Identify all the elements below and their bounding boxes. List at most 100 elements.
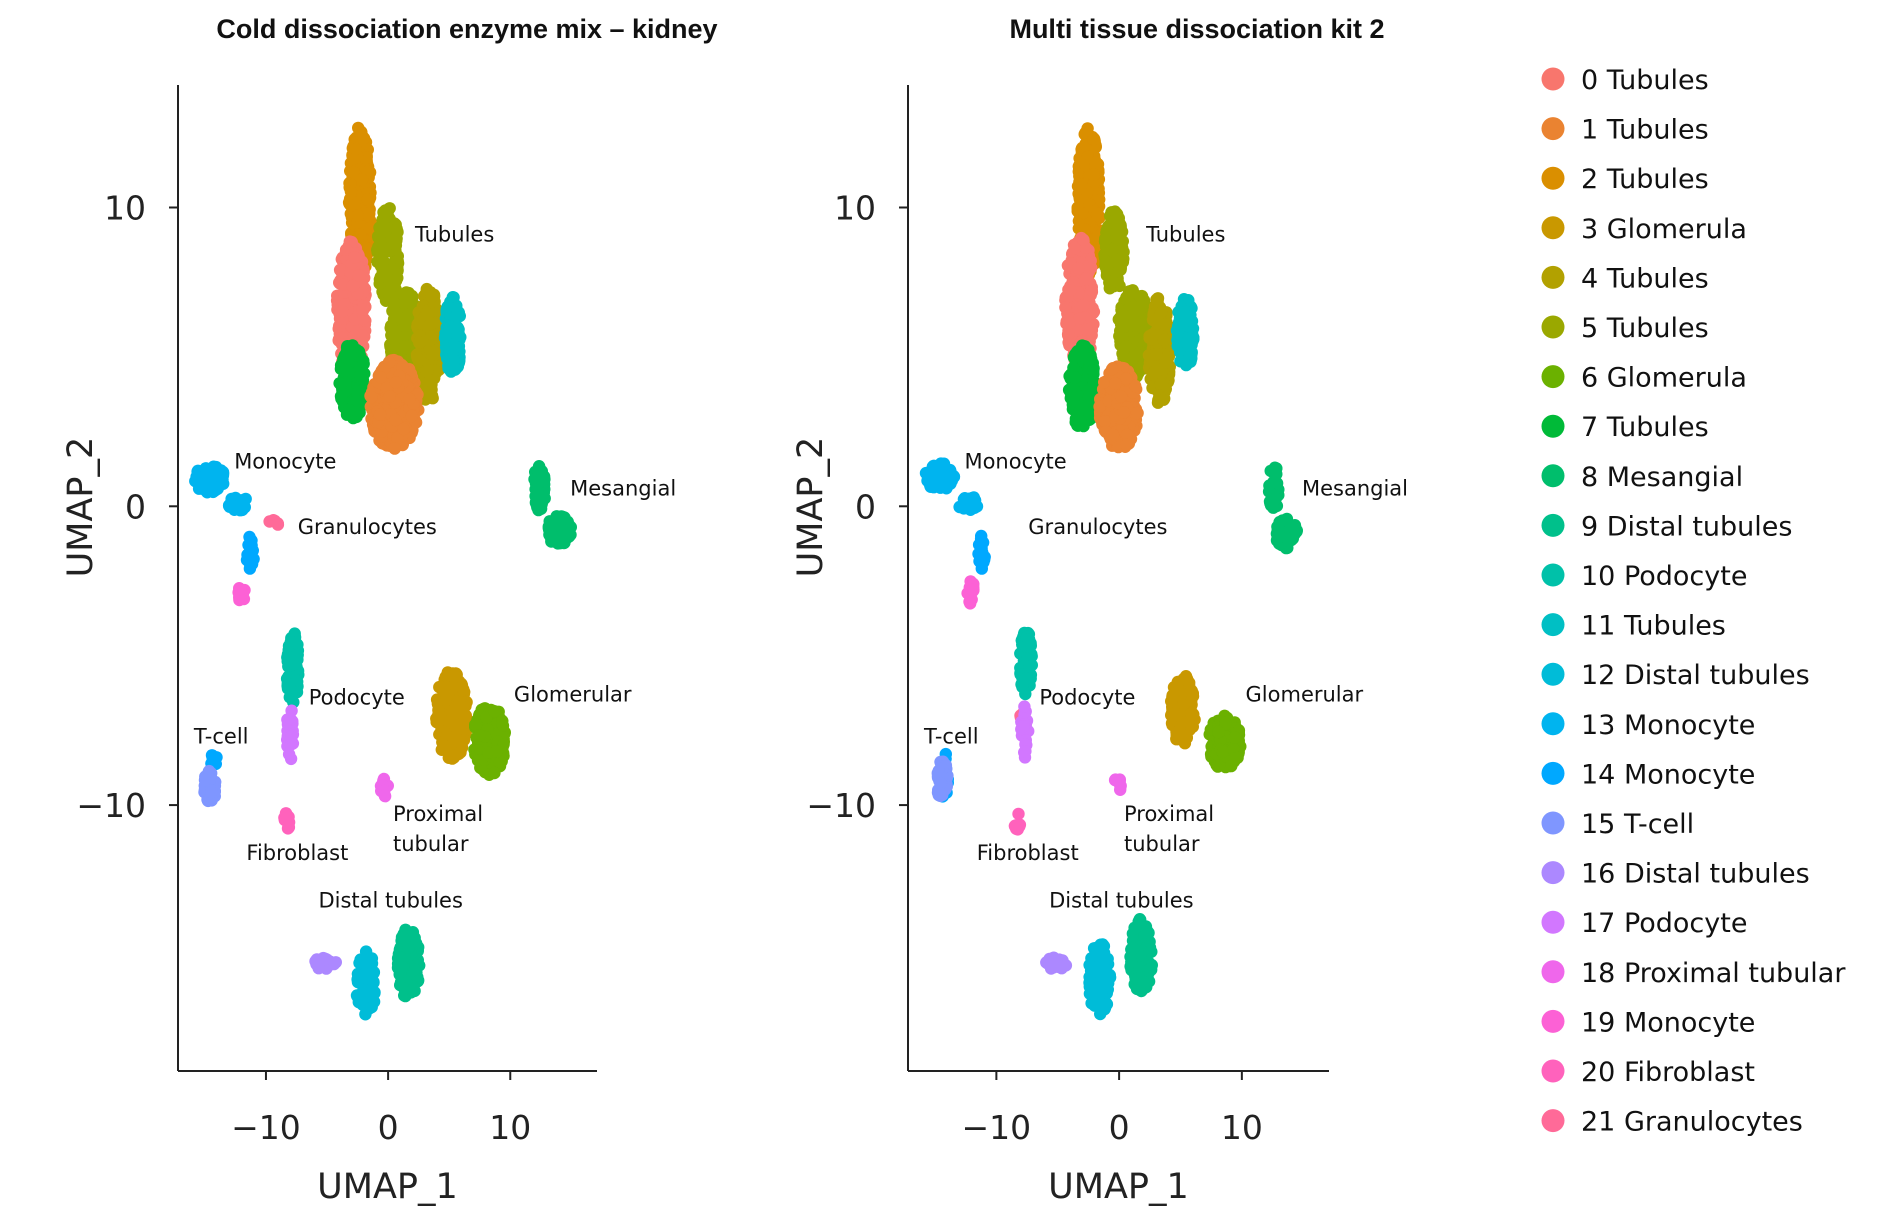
point-cluster-11 — [1180, 358, 1193, 372]
point-cluster-17 — [1019, 745, 1032, 758]
point-cluster-6 — [488, 705, 501, 718]
point-cluster-2 — [351, 209, 364, 222]
point-cluster-4 — [1157, 333, 1171, 347]
point-cluster-19 — [233, 583, 247, 596]
point-cluster-1 — [1098, 415, 1112, 428]
point-cluster-5 — [380, 264, 393, 277]
point-cluster-11 — [451, 305, 464, 318]
point-cluster-1 — [389, 413, 402, 427]
point-cluster-0 — [348, 251, 361, 264]
point-cluster-4 — [1146, 333, 1159, 346]
point-cluster-14 — [241, 549, 254, 563]
point-cluster-5 — [1129, 316, 1143, 329]
point-cluster-4 — [411, 317, 425, 330]
point-cluster-7 — [1083, 407, 1096, 421]
point-cluster-13 — [968, 494, 982, 507]
point-cluster-1 — [365, 390, 378, 404]
point-cluster-8 — [530, 474, 543, 488]
point-cluster-0 — [1077, 233, 1090, 247]
point-cluster-1 — [374, 371, 387, 384]
point-cluster-5 — [395, 312, 408, 325]
point-cluster-5 — [374, 234, 387, 248]
cluster-annotation: Podocyte — [309, 686, 405, 710]
point-cluster-0 — [336, 305, 349, 318]
point-cluster-3 — [432, 703, 445, 717]
point-cluster-2 — [357, 132, 371, 145]
point-cluster-0 — [1064, 284, 1077, 297]
point-cluster-1 — [1114, 390, 1128, 403]
point-cluster-5 — [1099, 233, 1113, 246]
point-cluster-11 — [449, 340, 462, 354]
point-cluster-14 — [206, 754, 220, 767]
point-cluster-13 — [927, 479, 940, 492]
point-cluster-2 — [349, 151, 362, 165]
point-cluster-13 — [921, 466, 934, 479]
point-cluster-13 — [940, 478, 954, 492]
point-cluster-7 — [1079, 351, 1093, 365]
point-cluster-11 — [1177, 307, 1191, 320]
point-cluster-1 — [382, 355, 396, 369]
point-cluster-10 — [291, 648, 304, 662]
cluster-annotation: Mesangial — [570, 476, 676, 500]
point-cluster-6 — [473, 729, 486, 742]
point-cluster-11 — [447, 357, 460, 370]
point-cluster-5 — [1122, 289, 1135, 302]
y-tick-label: 10 — [104, 189, 146, 228]
point-cluster-0 — [334, 263, 347, 277]
point-cluster-1 — [383, 390, 396, 403]
point-cluster-10 — [283, 678, 296, 691]
point-cluster-11 — [439, 341, 453, 354]
point-cluster-7 — [342, 403, 356, 417]
point-cluster-1 — [1105, 362, 1119, 376]
point-cluster-3 — [453, 698, 466, 711]
point-cluster-7 — [1068, 371, 1081, 384]
point-cluster-1 — [1109, 377, 1122, 390]
cluster-annotation: T-cell — [193, 724, 249, 748]
point-cluster-15 — [205, 786, 218, 799]
point-cluster-1 — [403, 392, 416, 406]
point-cluster-8 — [562, 523, 576, 537]
x-tick-label: 10 — [489, 1108, 531, 1147]
point-cluster-3 — [447, 735, 460, 748]
point-cluster-12 — [363, 989, 377, 1002]
point-cluster-1 — [373, 408, 387, 421]
point-cluster-6 — [496, 714, 509, 728]
point-cluster-0 — [1073, 312, 1086, 325]
point-cluster-5 — [376, 245, 389, 258]
point-cluster-8 — [1270, 467, 1283, 481]
panel-2: Multi tissue dissociation kit 2−10 0 10100… — [791, 14, 1408, 1207]
point-cluster-20 — [1009, 819, 1023, 832]
point-cluster-7 — [1087, 364, 1100, 378]
point-cluster-5 — [404, 297, 418, 310]
point-cluster-4 — [411, 352, 424, 365]
point-cluster-10 — [1019, 640, 1033, 653]
point-cluster-14 — [974, 532, 988, 546]
point-cluster-1 — [1106, 428, 1120, 442]
point-cluster-7 — [1067, 392, 1080, 405]
point-cluster-8 — [1290, 525, 1303, 538]
cluster-annotation: Granulocytes — [298, 515, 437, 539]
point-cluster-0 — [1085, 284, 1099, 297]
point-cluster-1 — [1120, 372, 1133, 385]
point-cluster-18 — [378, 789, 392, 802]
point-cluster-13 — [209, 484, 222, 497]
point-cluster-4 — [1159, 356, 1173, 370]
point-cluster-1 — [1120, 438, 1133, 451]
point-cluster-21 — [271, 518, 285, 531]
point-cluster-11 — [1173, 318, 1186, 332]
point-cluster-8 — [536, 491, 550, 505]
point-cluster-13 — [234, 497, 247, 511]
cluster-annotation: tubular — [393, 832, 469, 856]
point-cluster-20 — [280, 807, 293, 821]
point-cluster-5 — [1134, 290, 1147, 303]
point-cluster-3 — [450, 670, 463, 683]
point-cluster-1 — [405, 409, 418, 423]
point-cluster-8 — [1271, 526, 1285, 540]
point-cluster-10 — [289, 636, 302, 649]
x-tick-label: 0 — [378, 1108, 399, 1147]
point-cluster-5 — [389, 342, 402, 355]
panel-1: Cold dissociation enzyme mix – kidney−10… — [61, 14, 718, 1207]
point-cluster-6 — [490, 745, 503, 758]
point-cluster-4 — [1152, 393, 1165, 407]
point-cluster-12 — [359, 953, 372, 966]
